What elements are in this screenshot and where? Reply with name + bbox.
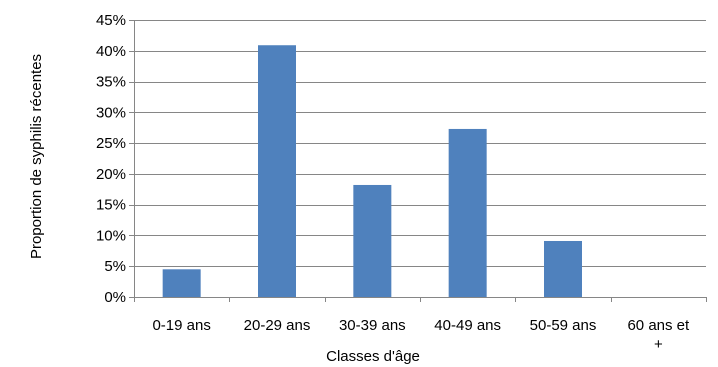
x-tick-label: 20-29 ans <box>244 317 311 334</box>
bars <box>162 45 582 297</box>
bar-30-39-ans <box>353 184 392 297</box>
x-tick-label: 40-49 ans <box>434 317 501 334</box>
axes <box>134 20 707 302</box>
x-tick-label: 60 ans et + <box>627 317 690 353</box>
y-tick-label: 35% <box>96 74 126 91</box>
y-tick-label: 10% <box>96 227 126 244</box>
y-tick-label: 15% <box>96 197 126 214</box>
bar-50-59-ans <box>544 240 582 297</box>
y-tick-labels: 0% 5% 10% 15% 20% 25% 30% 35% 40% 45% <box>96 12 126 306</box>
x-tick-label: 0-19 ans <box>152 317 210 334</box>
x-tick-labels: 0-19 ans 20-29 ans 30-39 ans 40-49 ans 50-59… <box>152 317 690 353</box>
y-tick-label: 5% <box>104 258 126 275</box>
x-axis-title: Classes d'âge <box>326 348 420 365</box>
x-tick-label: 50-59 ans <box>530 317 597 334</box>
y-axis-title: Proportion de syphilis récentes <box>28 54 45 259</box>
bar-40-49-ans <box>448 128 487 297</box>
y-tick-label: 0% <box>104 289 126 306</box>
y-tick-label: 20% <box>96 166 126 183</box>
y-tick-label: 45% <box>96 12 126 29</box>
bar-0-19-ans <box>162 269 201 297</box>
bar-20-29-ans <box>258 45 296 297</box>
y-tick-label: 25% <box>96 135 126 152</box>
y-tick-label: 40% <box>96 43 126 60</box>
gridlines <box>129 20 706 298</box>
x-tick-label: 30-39 ans <box>339 317 406 334</box>
y-tick-label: 30% <box>96 104 126 121</box>
